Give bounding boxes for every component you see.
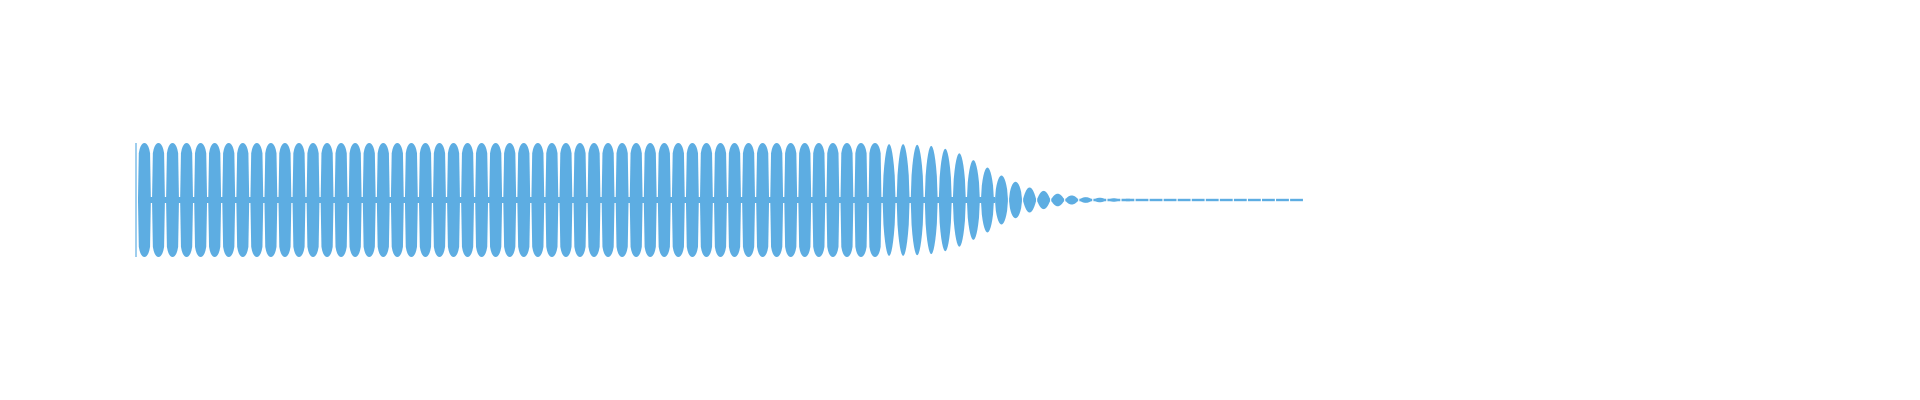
waveform-pulse — [1023, 187, 1036, 213]
waveform-pulse — [1247, 198, 1261, 202]
waveform-pulse — [995, 175, 1008, 225]
waveform-pulse — [1276, 198, 1289, 202]
waveform-pulse — [1051, 193, 1065, 207]
waveform-pulse — [1262, 198, 1275, 202]
waveform-pulse — [1191, 198, 1205, 202]
waveform-pulse — [1037, 190, 1051, 210]
waveform-pulse — [1121, 198, 1135, 202]
waveform-pulses — [138, 143, 1303, 257]
waveform-pulse — [1149, 198, 1163, 202]
waveform-pulse — [1233, 198, 1247, 202]
waveform-pulse — [1107, 198, 1121, 202]
waveform-pulse — [1163, 198, 1177, 202]
waveform-pulse — [1205, 198, 1219, 202]
waveform-pulse — [1290, 198, 1303, 202]
waveform-center-band — [138, 197, 996, 203]
waveform-pulse — [1093, 197, 1107, 203]
waveform-pulse — [1219, 198, 1233, 202]
waveform-pulse — [1079, 197, 1093, 203]
waveform-pulse — [1135, 198, 1149, 202]
waveform-pulse — [1177, 198, 1191, 202]
waveform-pulse — [1065, 195, 1079, 205]
waveform-pulse — [1009, 181, 1022, 219]
